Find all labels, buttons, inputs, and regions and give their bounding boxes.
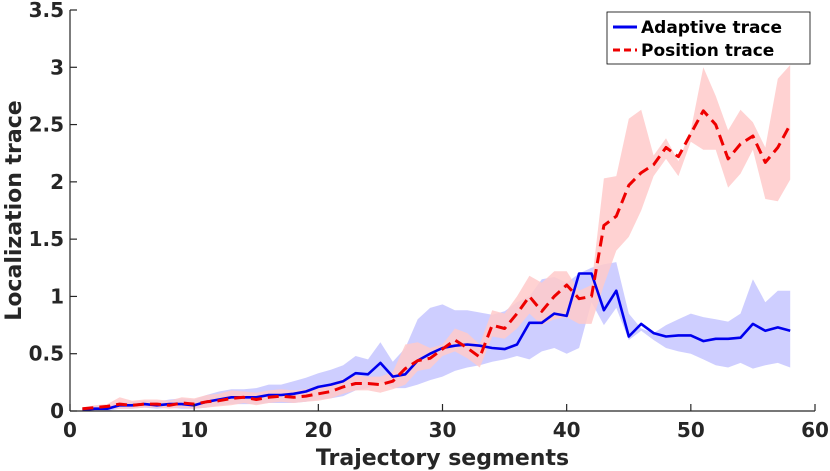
- x-tick-label: 10: [180, 418, 208, 442]
- ticks: 0 10 20 30 40 50 60 0 0.5 1 1.5 2 2.5 3 3.5: [29, 0, 829, 442]
- y-tick-label: 2.5: [29, 113, 64, 137]
- y-tick-label: 2: [50, 170, 64, 194]
- band-position: [82, 65, 791, 411]
- x-tick-label: 40: [553, 418, 581, 442]
- y-tick-label: 0: [50, 399, 64, 423]
- legend-label-position: Position trace: [641, 41, 774, 61]
- x-tick-label: 20: [304, 418, 332, 442]
- y-axis-label: Localization trace: [2, 100, 27, 320]
- x-tick-label: 60: [801, 418, 829, 442]
- confidence-bands: [82, 65, 791, 411]
- x-tick-label: 50: [677, 418, 705, 442]
- line-position: [82, 109, 792, 411]
- band-adaptive: [82, 262, 791, 411]
- x-tick-label: 0: [63, 418, 77, 442]
- legend-label-adaptive: Adaptive trace: [641, 18, 782, 38]
- series-lines: [82, 109, 792, 412]
- y-tick-label: 3.5: [29, 0, 64, 22]
- legend-box: [606, 11, 811, 65]
- y-tick-label: 0.5: [29, 342, 64, 366]
- x-tick-label: 30: [429, 418, 457, 442]
- x-axis-label: Trajectory segments: [316, 446, 569, 471]
- legend: Adaptive trace Position trace: [606, 11, 811, 65]
- y-tick-label: 1.5: [29, 227, 64, 251]
- y-tick-label: 3: [50, 55, 64, 79]
- line-adaptive: [82, 272, 791, 412]
- y-tick-label: 1: [50, 284, 64, 308]
